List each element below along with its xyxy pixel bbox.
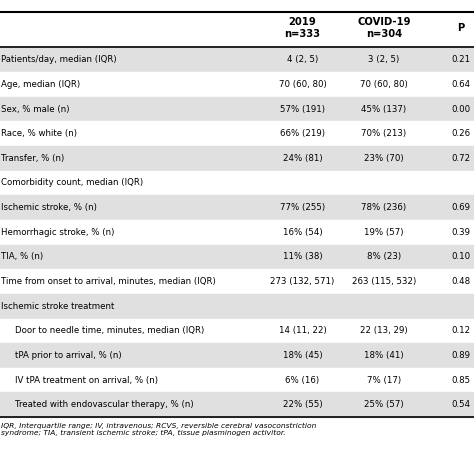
Text: Comorbidity count, median (IQR): Comorbidity count, median (IQR): [1, 179, 143, 187]
Text: 0.69: 0.69: [451, 203, 470, 212]
Bar: [0, 47, 474, 72]
Bar: [0, 146, 474, 171]
Text: Treated with endovascular therapy, % (n): Treated with endovascular therapy, % (n): [15, 401, 194, 409]
Text: 273 (132, 571): 273 (132, 571): [270, 277, 335, 286]
Text: IQR, Interquartile range; IV, intravenous; RCVS, reversible cerebral vasoconstri: IQR, Interquartile range; IV, intravenou…: [1, 423, 316, 436]
Text: P: P: [457, 23, 465, 33]
Bar: [0, 195, 474, 220]
Text: 16% (54): 16% (54): [283, 228, 322, 237]
Text: 24% (81): 24% (81): [283, 154, 322, 163]
Text: 0.89: 0.89: [451, 351, 470, 360]
Text: COVID-19
n=304: COVID-19 n=304: [357, 17, 410, 39]
Text: 70 (60, 80): 70 (60, 80): [360, 80, 408, 89]
Text: IV tPA treatment on arrival, % (n): IV tPA treatment on arrival, % (n): [15, 376, 158, 384]
Bar: [0, 392, 474, 417]
Text: 78% (236): 78% (236): [361, 203, 407, 212]
Text: 0.12: 0.12: [451, 327, 470, 335]
Text: 0.72: 0.72: [451, 154, 470, 163]
Text: 22 (13, 29): 22 (13, 29): [360, 327, 408, 335]
Text: 70% (213): 70% (213): [361, 129, 407, 138]
Bar: [0, 269, 474, 294]
Text: 3 (2, 5): 3 (2, 5): [368, 55, 400, 64]
Bar: [0, 220, 474, 245]
Text: 0.48: 0.48: [451, 277, 470, 286]
Text: 19% (57): 19% (57): [364, 228, 404, 237]
Text: 0.10: 0.10: [451, 253, 470, 261]
Text: 0.54: 0.54: [451, 401, 470, 409]
Text: 77% (255): 77% (255): [280, 203, 325, 212]
Bar: [0, 72, 474, 97]
Text: 0.26: 0.26: [451, 129, 470, 138]
Text: 57% (191): 57% (191): [280, 105, 325, 113]
Text: Race, % white (n): Race, % white (n): [1, 129, 77, 138]
Text: 23% (70): 23% (70): [364, 154, 404, 163]
Text: Age, median (IQR): Age, median (IQR): [1, 80, 80, 89]
Text: Sex, % male (n): Sex, % male (n): [1, 105, 70, 113]
Text: 2019
n=333: 2019 n=333: [284, 17, 320, 39]
Text: 263 (115, 532): 263 (115, 532): [352, 277, 416, 286]
Text: Time from onset to arrival, minutes, median (IQR): Time from onset to arrival, minutes, med…: [1, 277, 216, 286]
Text: 70 (60, 80): 70 (60, 80): [279, 80, 326, 89]
Text: Ischemic stroke, % (n): Ischemic stroke, % (n): [1, 203, 97, 212]
Text: 0.39: 0.39: [451, 228, 470, 237]
Bar: [0, 245, 474, 269]
Bar: [0, 97, 474, 121]
Text: Ischemic stroke treatment: Ischemic stroke treatment: [1, 302, 114, 310]
Text: 22% (55): 22% (55): [283, 401, 322, 409]
Text: 0.64: 0.64: [451, 80, 470, 89]
Text: 6% (16): 6% (16): [285, 376, 319, 384]
Text: 0.85: 0.85: [451, 376, 470, 384]
Bar: [0, 319, 474, 343]
Text: Transfer, % (n): Transfer, % (n): [1, 154, 64, 163]
Text: Door to needle time, minutes, median (IQR): Door to needle time, minutes, median (IQ…: [15, 327, 204, 335]
Text: 7% (17): 7% (17): [367, 376, 401, 384]
Bar: [0, 121, 474, 146]
Text: 4 (2, 5): 4 (2, 5): [287, 55, 318, 64]
Text: 25% (57): 25% (57): [364, 401, 404, 409]
Text: 45% (137): 45% (137): [361, 105, 407, 113]
Text: 14 (11, 22): 14 (11, 22): [279, 327, 326, 335]
Bar: [0, 368, 474, 392]
Text: 11% (38): 11% (38): [283, 253, 322, 261]
Text: 66% (219): 66% (219): [280, 129, 325, 138]
Text: TIA, % (n): TIA, % (n): [1, 253, 43, 261]
Bar: [0, 294, 474, 319]
Text: 0.00: 0.00: [451, 105, 470, 113]
Bar: [0, 171, 474, 195]
Text: tPA prior to arrival, % (n): tPA prior to arrival, % (n): [15, 351, 122, 360]
Text: 18% (41): 18% (41): [364, 351, 404, 360]
Text: 8% (23): 8% (23): [367, 253, 401, 261]
Bar: [0, 343, 474, 368]
Text: 0.21: 0.21: [451, 55, 470, 64]
Text: Hemorrhagic stroke, % (n): Hemorrhagic stroke, % (n): [1, 228, 114, 237]
Text: Patients/day, median (IQR): Patients/day, median (IQR): [1, 55, 117, 64]
Text: 18% (45): 18% (45): [283, 351, 322, 360]
